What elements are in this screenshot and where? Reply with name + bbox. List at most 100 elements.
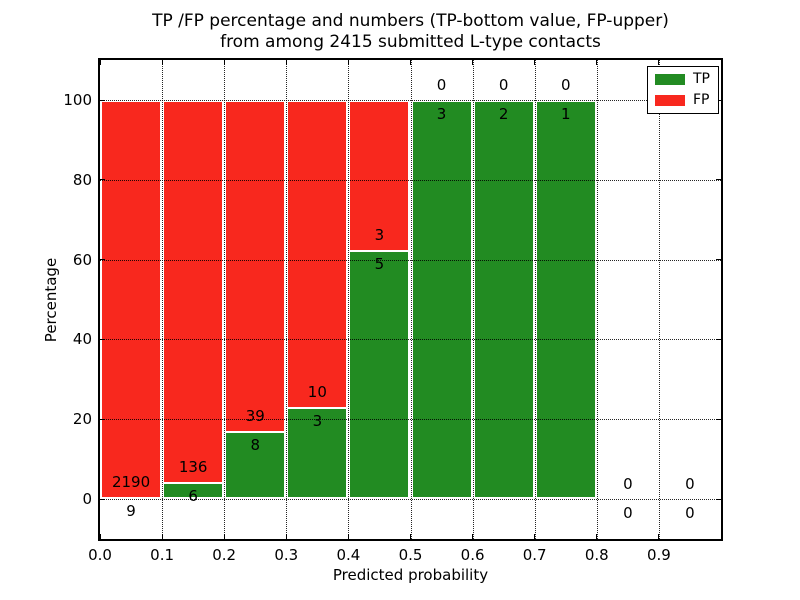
chart-title-line1: TP /FP percentage and numbers (TP-bottom… <box>152 11 669 31</box>
tp-count-label: 6 <box>188 487 198 506</box>
x-tick-label: 0.8 <box>584 546 609 564</box>
y-tick-mark <box>100 418 105 420</box>
legend: TP FP <box>647 66 719 114</box>
tp-color-swatch <box>655 74 685 85</box>
bar-segment-fp <box>162 100 225 483</box>
x-tick-mark-top <box>99 60 101 65</box>
x-axis-title: Predicted probability <box>332 566 489 584</box>
fp-count-label: 39 <box>245 407 265 426</box>
gridline-vertical <box>162 60 164 539</box>
fp-count-label: 10 <box>307 382 327 401</box>
y-tick-label: 40 <box>72 330 92 349</box>
bar-segment-tp <box>348 249 411 499</box>
legend-item-tp: TP <box>655 71 711 87</box>
fp-count-label: 0 <box>498 76 509 94</box>
x-tick-mark <box>410 534 411 539</box>
chart-title: TP /FP percentage and numbers (TP-bottom… <box>100 11 721 53</box>
x-tick-mark <box>596 534 598 539</box>
gridline-vertical <box>658 60 660 539</box>
bar-segment-tp <box>100 497 163 500</box>
gridline-vertical <box>224 60 226 539</box>
x-tick-mark-top <box>596 60 598 65</box>
x-tick-mark <box>99 534 101 539</box>
gridline-vertical <box>286 60 288 539</box>
x-tick-mark <box>720 534 722 539</box>
gridline-vertical <box>348 60 350 539</box>
y-tick-mark-right <box>716 259 721 261</box>
bar-segment-tp <box>162 482 225 499</box>
y-tick-mark <box>100 259 105 261</box>
gridline-vertical <box>410 60 412 539</box>
x-tick-mark <box>161 534 163 539</box>
tp-count-label: 0 <box>685 504 695 522</box>
x-tick-label: 0.7 <box>522 546 547 564</box>
x-tick-mark-top <box>720 60 722 65</box>
fp-count-label: 0 <box>623 475 633 493</box>
tp-count-label: 0 <box>623 504 633 522</box>
tp-count-label: 1 <box>560 105 571 123</box>
x-tick-label: 0.5 <box>398 546 423 564</box>
x-tick-label: 0.0 <box>88 546 112 564</box>
chart-title-line2: from among 2415 submitted L-type contact… <box>220 32 601 52</box>
fp-count-label: 0 <box>685 475 695 493</box>
x-tick-mark-top <box>285 60 287 65</box>
x-tick-mark-top <box>534 60 536 65</box>
x-tick-mark <box>658 534 660 539</box>
y-tick-label: 100 <box>63 91 92 109</box>
bar-segment-fp <box>348 100 411 250</box>
plot-area <box>98 58 723 541</box>
x-tick-mark <box>223 534 225 539</box>
bar-segment-fp <box>224 100 287 432</box>
bar-segment-fp <box>286 100 349 407</box>
bar-segment-tp <box>472 100 535 499</box>
fp-color-swatch <box>655 95 685 106</box>
x-tick-mark-top <box>161 60 163 65</box>
legend-label-fp: FP <box>693 92 710 108</box>
tp-count-label: 8 <box>250 436 261 455</box>
fp-count-label: 0 <box>560 76 571 94</box>
y-tick-mark <box>100 338 105 340</box>
x-tick-mark <box>285 534 287 539</box>
tp-count-label: 5 <box>374 254 385 273</box>
fp-count-label: 3 <box>374 225 385 244</box>
x-tick-mark <box>534 534 536 539</box>
x-tick-mark-top <box>347 60 349 65</box>
tp-count-label: 3 <box>312 411 323 430</box>
bar-segment-tp <box>410 100 473 499</box>
fp-count-label: 2190 <box>111 473 151 492</box>
gridline-vertical <box>596 60 598 539</box>
y-tick-label: 80 <box>72 170 92 189</box>
legend-label-tp: TP <box>693 71 710 87</box>
y-tick-mark <box>100 99 105 101</box>
y-tick-mark-right <box>716 179 721 181</box>
bar-segment-fp <box>100 100 163 498</box>
bar-segment-tp <box>534 100 597 499</box>
bar-segment-tp <box>224 431 287 499</box>
x-tick-mark <box>347 534 349 539</box>
x-tick-label: 0.4 <box>336 546 361 564</box>
gridline-vertical <box>472 60 474 539</box>
x-tick-label: 0.9 <box>646 546 671 564</box>
tp-count-label: 9 <box>126 502 136 521</box>
bar-segment-tp <box>286 406 349 499</box>
x-tick-mark <box>472 534 474 539</box>
y-tick-label: 20 <box>72 410 92 429</box>
legend-item-fp: FP <box>655 92 711 108</box>
y-tick-mark-right <box>716 498 721 500</box>
tp-count-label: 2 <box>498 105 509 123</box>
gridline-vertical <box>534 60 536 539</box>
y-tick-mark <box>100 179 105 181</box>
fp-count-label: 136 <box>178 458 208 477</box>
fp-count-label: 0 <box>436 76 447 94</box>
tp-count-label: 3 <box>436 105 447 123</box>
y-tick-mark <box>100 498 105 500</box>
x-tick-label: 0.6 <box>460 546 485 564</box>
x-tick-mark-top <box>658 60 660 65</box>
x-tick-mark-top <box>472 60 474 65</box>
x-tick-mark-top <box>223 60 225 65</box>
x-tick-label: 0.3 <box>274 546 299 564</box>
y-tick-label: 0 <box>82 490 92 508</box>
x-tick-label: 0.2 <box>212 546 237 564</box>
x-tick-mark-top <box>410 60 411 65</box>
